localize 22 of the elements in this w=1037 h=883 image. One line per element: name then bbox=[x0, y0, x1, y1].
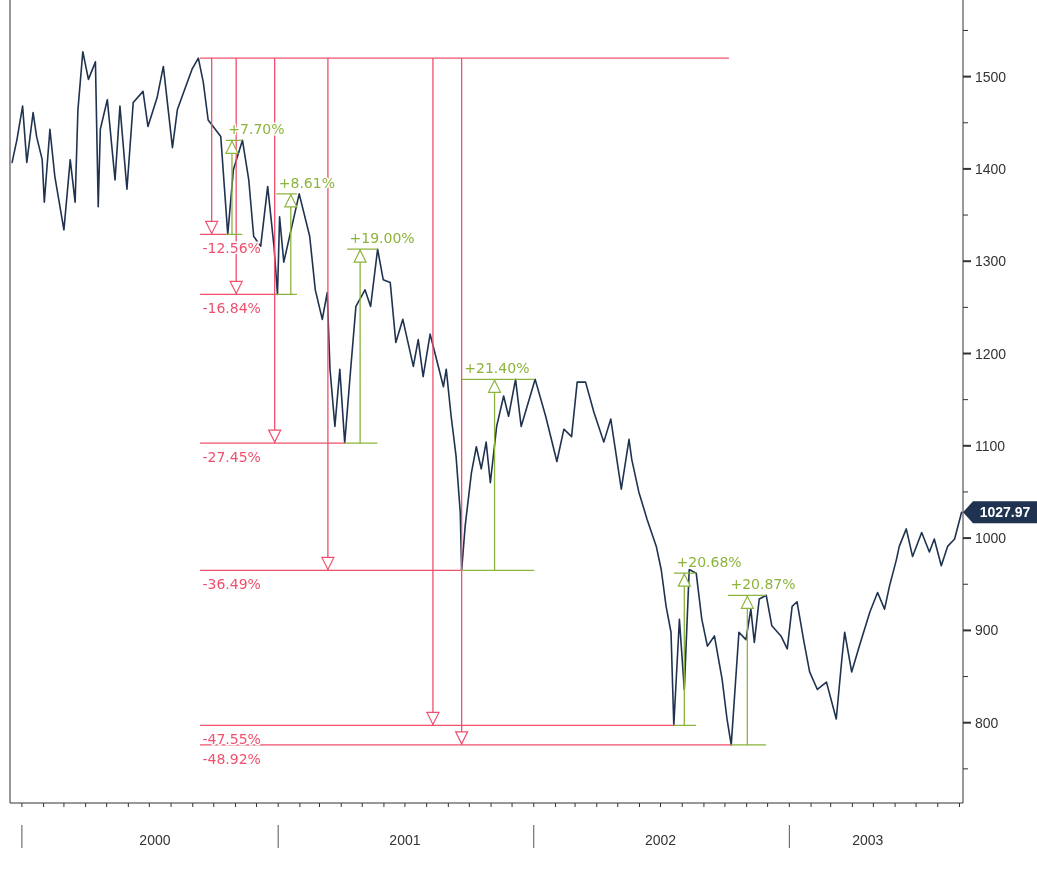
annotation: 1027.97 bbox=[979, 504, 1031, 521]
y-tick-label: 1300 bbox=[975, 253, 1007, 270]
x-tick-label: 2003 bbox=[852, 832, 884, 848]
annotation: +19.00% bbox=[349, 230, 415, 247]
y-tick-label: 1000 bbox=[975, 530, 1007, 547]
y-tick-label: 1500 bbox=[975, 68, 1007, 85]
annotation: +21.40% bbox=[464, 360, 530, 377]
x-tick-label: 2001 bbox=[389, 832, 421, 848]
y-tick-label: 1200 bbox=[975, 345, 1007, 362]
x-tick-label: 2002 bbox=[644, 832, 677, 848]
y-tick-label: 1400 bbox=[975, 160, 1007, 177]
annotation: +20.87% bbox=[730, 576, 796, 593]
annotation: -47.55% bbox=[202, 731, 261, 748]
x-tick-label: 2000 bbox=[139, 832, 171, 848]
y-tick-label: 900 bbox=[975, 622, 999, 639]
annotation: -16.84% bbox=[202, 300, 261, 317]
annotation: -27.45% bbox=[202, 449, 261, 466]
annotation: -48.92% bbox=[202, 750, 261, 767]
annotation: +20.68% bbox=[676, 554, 742, 571]
annotation: -36.49% bbox=[202, 576, 261, 593]
y-tick-label: 800 bbox=[975, 714, 999, 731]
y-tick-label: 1100 bbox=[975, 437, 1006, 454]
